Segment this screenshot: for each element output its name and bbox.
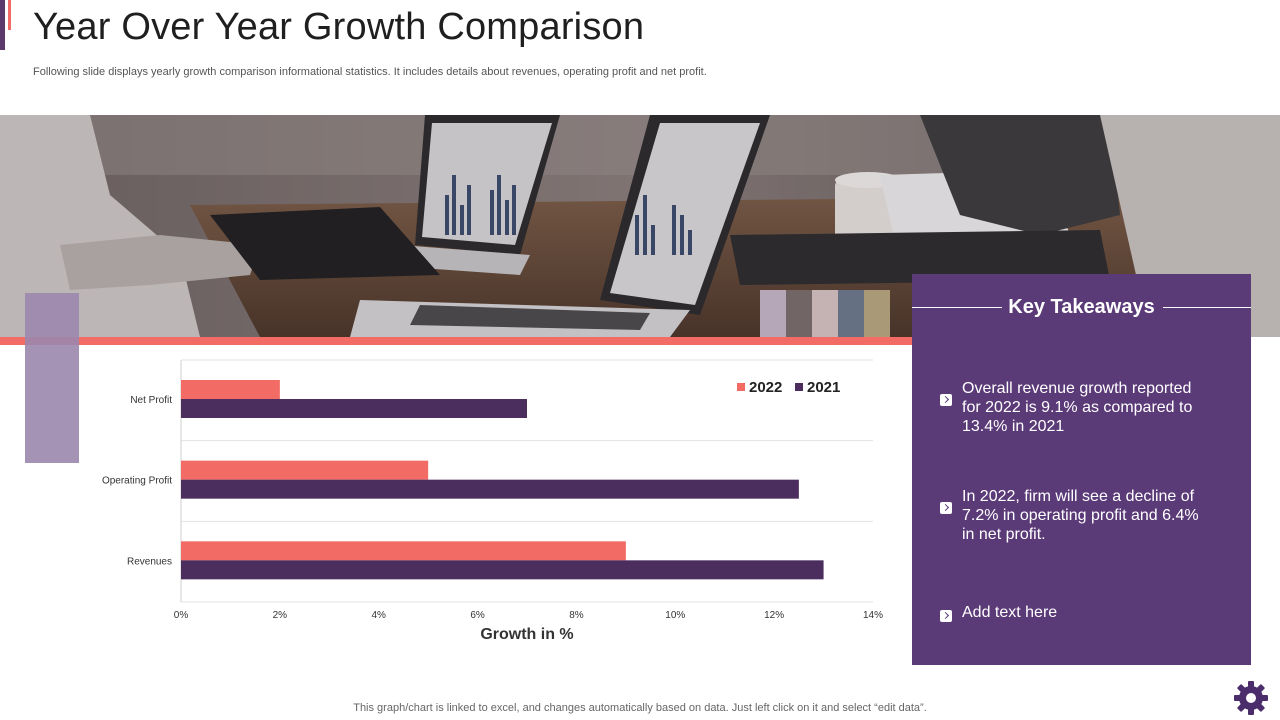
x-tick-label: 8% <box>569 610 584 621</box>
bar-2021 <box>181 399 527 418</box>
office-photo-illustration <box>0 115 1280 337</box>
chevron-right-icon <box>940 610 952 622</box>
legend-swatch-2022 <box>737 383 745 391</box>
footer-note: This graph/chart is linked to excel, and… <box>353 702 927 714</box>
bar-2022 <box>181 541 626 561</box>
category-label: Revenues <box>127 556 172 567</box>
x-tick-label: 12% <box>764 610 784 621</box>
page-title: Year Over Year Growth Comparison <box>33 6 645 48</box>
growth-bar-chart: Net Profit Operating Profit Revenues 0% 2% 4%… <box>102 359 883 643</box>
x-tick-label: 4% <box>371 610 386 621</box>
legend-label: 2021 <box>807 379 840 396</box>
takeaway-text: Add text here <box>962 604 1058 621</box>
accent-stripe <box>0 337 912 345</box>
gear-icon <box>1234 681 1268 715</box>
heading-rule-left <box>912 307 1002 308</box>
page-subtitle: Following slide displays yearly growth c… <box>33 66 707 78</box>
chevron-right-icon <box>940 394 952 406</box>
bar-2021 <box>181 479 799 499</box>
legend-swatch-2021 <box>795 383 803 391</box>
x-tick-label: 14% <box>863 610 883 621</box>
key-takeaways-panel: Key Takeaways Overall revenue growth rep… <box>912 274 1251 665</box>
bar-2022 <box>181 460 429 480</box>
takeaways-heading: Key Takeaways <box>1008 296 1155 318</box>
office-photo <box>0 115 1280 337</box>
heading-rule-right <box>1163 307 1251 308</box>
legend-label: 2022 <box>749 379 782 396</box>
bar-2022 <box>181 380 280 399</box>
x-tick-label: 6% <box>470 610 485 621</box>
accent-bar <box>0 0 5 50</box>
x-axis-label: Growth in % <box>480 626 573 643</box>
x-tick-label: 0% <box>174 610 189 621</box>
category-label: Net Profit <box>130 395 172 406</box>
x-tick-label: 10% <box>665 610 685 621</box>
takeaway-text: In 2022, firm will see a decline of 7.2%… <box>962 488 1199 543</box>
decorative-block <box>25 293 79 463</box>
takeaway-text: Overall revenue growth reported for 2022… <box>962 380 1193 435</box>
accent-bar-secondary <box>8 0 11 30</box>
category-label: Operating Profit <box>102 476 172 487</box>
x-tick-label: 2% <box>273 610 288 621</box>
bar-2021 <box>181 560 824 580</box>
chevron-right-icon <box>940 502 952 514</box>
